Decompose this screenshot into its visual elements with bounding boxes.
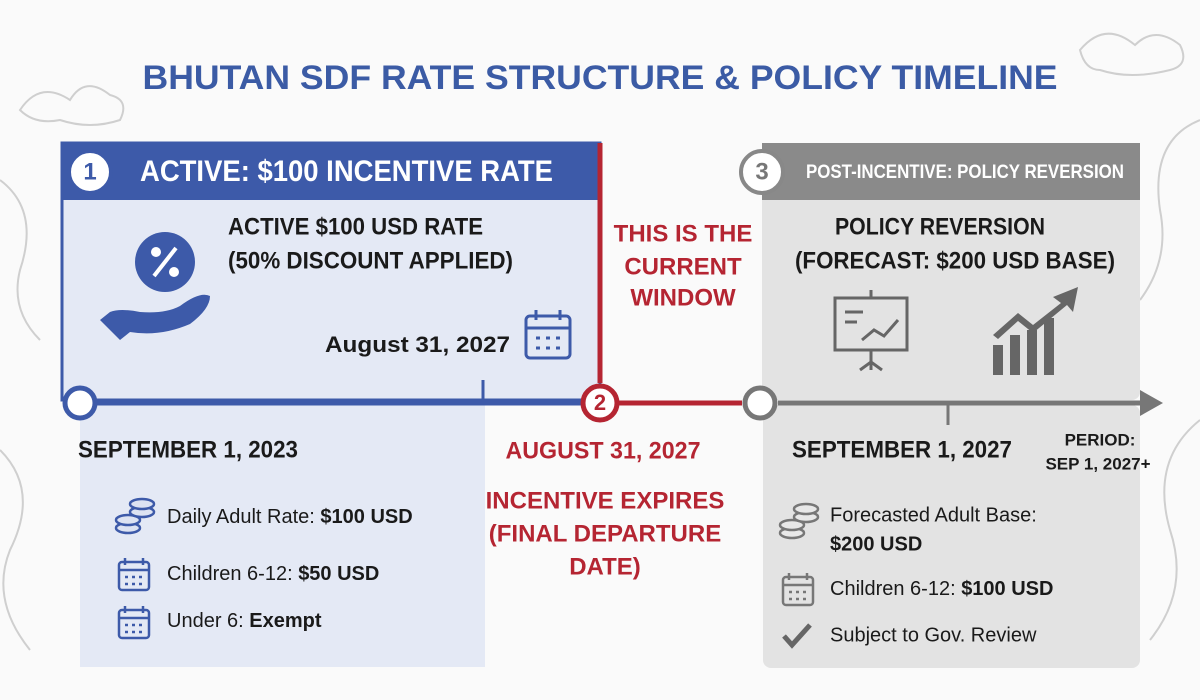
expiry-note: DATE)	[569, 553, 641, 580]
phase-details-panel	[763, 405, 1140, 668]
phase-details-panel	[80, 405, 485, 667]
callout: WINDOW	[630, 284, 736, 311]
icon-part	[152, 246, 178, 278]
timeline-arrow	[1140, 390, 1163, 416]
icon-part	[128, 497, 156, 511]
icon-part	[169, 267, 179, 277]
phase-header: POST-INCENTIVE: POLICY REVERSION	[806, 162, 1124, 183]
rate-label: Subject to Gov. Review	[830, 624, 1037, 646]
phase-header-bar	[62, 143, 600, 200]
phase-headline: (FORECAST: $200 USD BASE)	[795, 247, 1115, 274]
rate-item: Under 6: Exempt	[167, 610, 322, 632]
icon-part	[119, 558, 149, 586]
expiry-note: INCENTIVE EXPIRES	[486, 487, 725, 514]
phase-headline: ACTIVE $100 USD RATE	[228, 213, 483, 240]
presentation-icon	[833, 290, 909, 372]
calendar-icon	[117, 606, 151, 640]
rate-label: Children 6-12:	[167, 563, 298, 585]
phase-header: ACTIVE: $100 INCENTIVE RATE	[140, 155, 553, 188]
callout: THIS IS THE	[614, 220, 753, 247]
rate-value: $100 USD	[961, 578, 1053, 600]
icon-part	[117, 608, 151, 640]
icon-part	[783, 573, 813, 601]
growth-icon	[993, 287, 1078, 375]
period-label: PERIOD:	[1065, 430, 1136, 449]
icon-part	[119, 606, 149, 634]
timeline-node	[62, 385, 98, 421]
phase-badge	[739, 149, 785, 195]
phase-number: 3	[755, 158, 768, 185]
phase-header-bar	[762, 143, 1140, 200]
phase-number: 1	[83, 158, 96, 185]
discount-icon	[100, 232, 210, 340]
rate-value: $100 USD	[320, 506, 412, 528]
rate-label: Daily Adult Rate:	[167, 506, 320, 528]
phase-badge	[67, 149, 113, 195]
calendar-icon	[117, 558, 151, 592]
start-date: SEPTEMBER 1, 2027	[792, 436, 1012, 463]
coins-icon	[114, 497, 156, 535]
coins-icon	[778, 502, 820, 540]
hand	[100, 294, 210, 340]
icon-part	[1044, 318, 1054, 375]
icon-part	[114, 513, 142, 527]
rate-item: Children 6-12: $100 USD	[830, 578, 1053, 600]
icon-part	[524, 314, 572, 360]
icon-part	[993, 287, 1078, 339]
icon-part	[778, 518, 806, 532]
icon-part	[534, 310, 562, 350]
calendar-icon	[781, 573, 815, 607]
icon-part	[792, 502, 820, 516]
decoration	[0, 32, 1200, 651]
rate-value: $50 USD	[298, 563, 379, 585]
rate-label: Children 6-12:	[830, 578, 961, 600]
title: BHUTAN SDF RATE STRUCTURE & POLICY TIMEL…	[143, 59, 1058, 97]
icon-part	[1010, 335, 1020, 375]
icon-part	[151, 247, 161, 257]
expiry-note: (FINAL DEPARTURE	[489, 520, 721, 547]
icon-part	[993, 345, 1003, 375]
rate-value: $200 USD	[830, 533, 922, 555]
rate-label: Under 6:	[167, 610, 249, 632]
expiry-date: AUGUST 31, 2027	[506, 437, 701, 464]
calendar-icon	[524, 310, 572, 360]
callout: CURRENT	[624, 253, 742, 280]
timeline-node	[742, 385, 778, 421]
date-badge: August 31, 2027	[325, 332, 510, 357]
icon-part	[781, 575, 815, 607]
phase-headline: POLICY REVERSION	[835, 213, 1045, 240]
icon-part	[845, 290, 900, 372]
rate-item: Daily Adult Rate: $100 USD	[167, 506, 413, 528]
icon-part	[1027, 330, 1037, 375]
rate-item: Children 6-12: $50 USD	[167, 563, 379, 585]
phase-number: 2	[594, 390, 606, 415]
rate-label: Forecasted Adult Base:	[830, 504, 1037, 526]
rate-value: Exempt	[249, 610, 322, 632]
start-date: SEPTEMBER 1, 2023	[78, 436, 298, 463]
icon-part	[117, 560, 151, 592]
period-value: SEP 1, 2027+	[1045, 454, 1150, 473]
check-icon	[782, 623, 812, 649]
timeline-node	[580, 383, 620, 423]
phase-headline: (50% DISCOUNT APPLIED)	[228, 247, 513, 274]
